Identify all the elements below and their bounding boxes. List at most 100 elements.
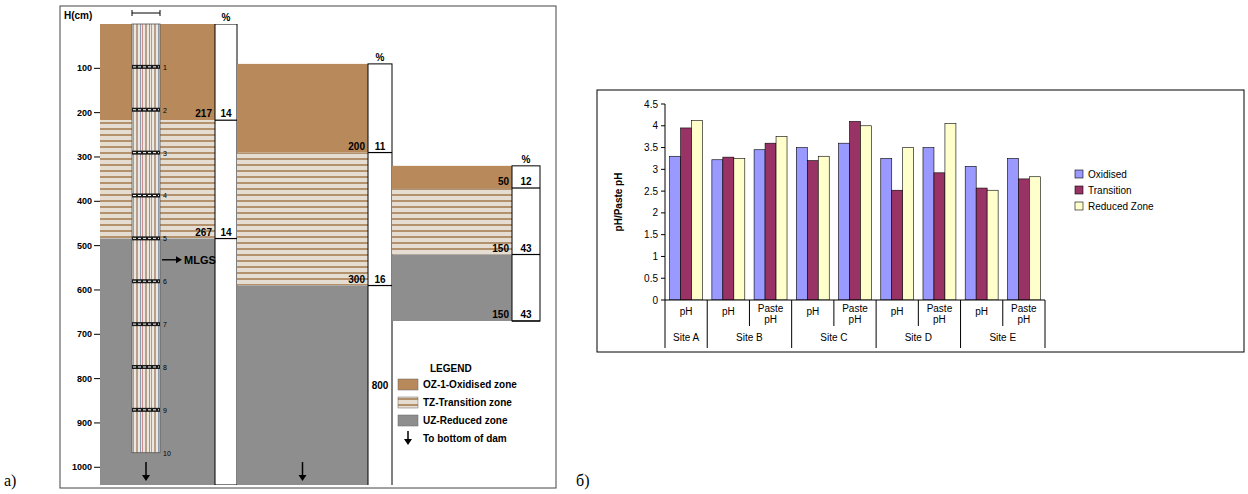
sample-label: 7 (163, 321, 167, 328)
h-axis: H(cm)1002003004005006007008009001000 (64, 10, 100, 472)
legend-label: TZ-Transition zone (423, 397, 512, 408)
thickness-label: 200 (348, 141, 365, 152)
bar (670, 156, 681, 300)
tick (94, 334, 100, 335)
tick-label: 100 (77, 63, 92, 73)
sample-label: 4 (163, 192, 167, 199)
group-label: Site D (905, 332, 932, 343)
tick (661, 169, 665, 170)
tick (661, 278, 665, 279)
percent-label: 11 (375, 141, 386, 152)
x-axis: pHpHPastepHpHPastepHpHPastepHpHPastepHSi… (665, 300, 1045, 348)
bar (723, 157, 734, 300)
core-band-dash (133, 152, 159, 153)
tick (94, 201, 100, 202)
group-divider (1045, 300, 1046, 348)
group-divider (665, 300, 666, 348)
group-divider (876, 300, 877, 348)
boundary-line (215, 120, 237, 121)
profile-labels: %2171426714%2001130016800%50121504315043 (195, 12, 532, 391)
tick (661, 125, 665, 126)
bar (976, 188, 987, 300)
tick (661, 300, 665, 301)
core-scale (132, 10, 133, 16)
legend-title: LEGEND (430, 363, 472, 374)
tick-label: 4.5 (644, 99, 658, 110)
group-label: Site E (989, 332, 1016, 343)
category-label-line: pH (764, 314, 777, 325)
legend-label: Oxidised (1088, 169, 1127, 180)
mlgs-arrow (162, 259, 177, 260)
sample-label: 3 (163, 150, 167, 157)
legend-label: To bottom of dam (423, 433, 507, 444)
core-scale (132, 13, 160, 14)
y-axis-title: pH/Paste pH (613, 173, 624, 232)
percent-header: % (376, 52, 385, 63)
percent-label: 43 (520, 243, 532, 254)
legend-swatch (398, 415, 418, 426)
core-band (132, 65, 160, 69)
bar (754, 150, 765, 300)
group-label: Site C (820, 332, 847, 343)
percent-label: 14 (220, 108, 232, 119)
sample-label: 8 (163, 364, 167, 371)
zone (237, 64, 368, 153)
percent-label: 12 (520, 176, 532, 187)
category-divider (833, 300, 834, 326)
tick-label: 400 (77, 196, 92, 206)
bar (1007, 158, 1018, 300)
zone (237, 286, 368, 485)
percent-box (215, 24, 237, 485)
bar (681, 128, 692, 300)
zone (392, 188, 512, 254)
tick-label: 1000 (72, 462, 92, 472)
category-divider (918, 300, 919, 326)
bar (934, 173, 945, 300)
boundary-line (512, 187, 540, 188)
category-divider (749, 300, 750, 326)
legend-label: UZ-Reduced zone (423, 415, 508, 426)
tick-label: 300 (77, 152, 92, 162)
bar (903, 148, 914, 300)
arrow-shaft (407, 431, 409, 440)
profiles (100, 24, 540, 485)
core-scale (160, 10, 161, 16)
percent-box (368, 64, 392, 485)
tick-label: 800 (77, 374, 92, 384)
percent-header: % (522, 154, 531, 165)
category-label: pH (722, 306, 735, 317)
core-body (132, 24, 160, 453)
legend-swatch (398, 379, 418, 390)
zone (392, 255, 512, 321)
category-label-line: Paste (1011, 303, 1037, 314)
tick-label: 700 (77, 329, 92, 339)
boundary-line (215, 238, 237, 239)
core-band (132, 193, 160, 197)
arrow-head (142, 475, 150, 481)
tick (94, 378, 100, 379)
core-band-dash (133, 109, 159, 110)
bar (881, 158, 892, 300)
percent-label: 14 (220, 227, 232, 238)
tick (94, 422, 100, 423)
bar (818, 156, 829, 300)
thickness-label: 150 (492, 243, 509, 254)
sample-label: 5 (163, 235, 167, 242)
panel-label: б) (576, 472, 589, 490)
bottom-arrow (299, 462, 307, 481)
bar (692, 121, 703, 300)
bar (850, 121, 861, 300)
tick-label: 2 (652, 207, 658, 218)
boundary-line (512, 254, 540, 255)
group-label: Site B (736, 332, 763, 343)
group-divider (791, 300, 792, 348)
tick-label: 3.5 (644, 142, 658, 153)
core-log: 12345678910MLGS (132, 10, 216, 457)
core-band-dash (133, 324, 159, 325)
thickness-label: 150 (492, 309, 509, 320)
sample-label: 9 (163, 407, 167, 414)
tick (661, 256, 665, 257)
legend-label: OZ-1-Oxidised zone (423, 379, 517, 390)
core-band-dash (133, 195, 159, 196)
category-label-line: Paste (927, 303, 953, 314)
